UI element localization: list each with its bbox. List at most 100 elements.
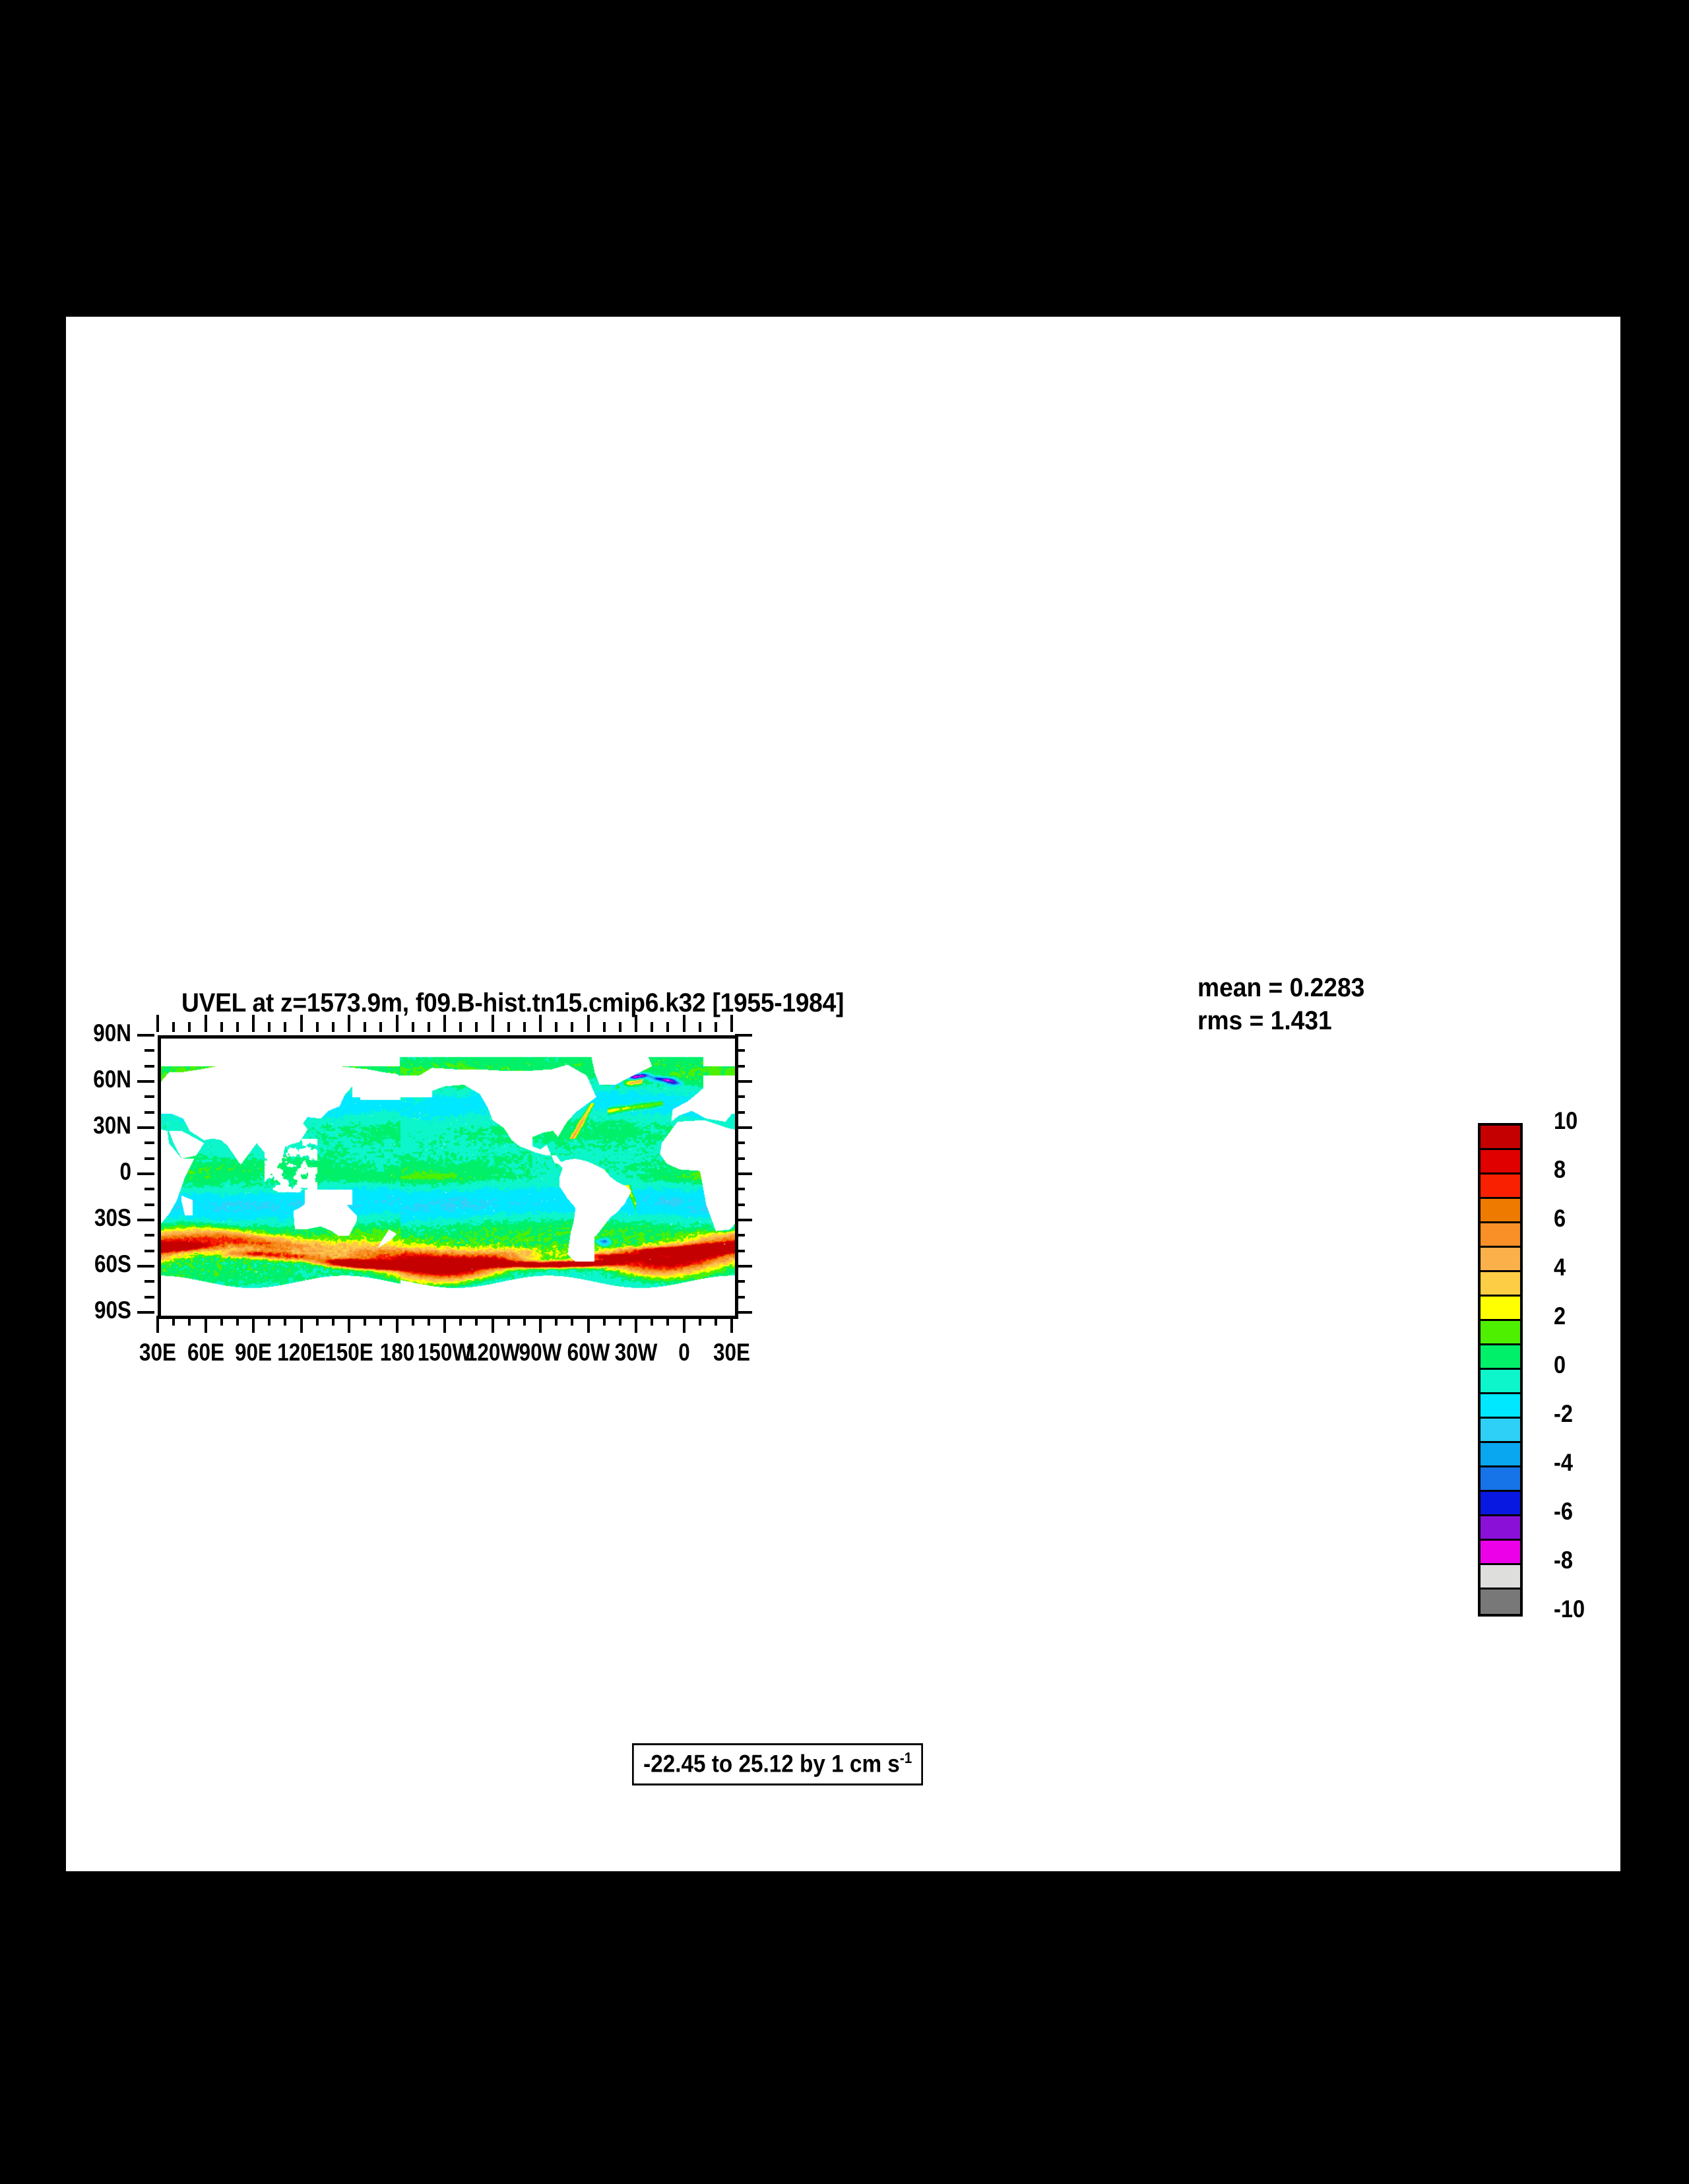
x-minor-tick (618, 1316, 621, 1326)
y-minor-tick (144, 1280, 154, 1283)
y-minor-tick (144, 1234, 154, 1237)
x-axis-label: 60E (187, 1339, 224, 1366)
x-axis-label: 150W (417, 1339, 472, 1366)
y-axis-label: 0 (119, 1158, 131, 1185)
colorbar-band-light-orange (1481, 1248, 1520, 1272)
x-minor-tick-top (698, 1022, 701, 1032)
colorbar-band-magenta (1481, 1541, 1520, 1565)
x-minor-tick (315, 1316, 319, 1326)
y-minor-tick-right (735, 1064, 745, 1068)
x-minor-tick (284, 1316, 287, 1326)
y-axis-label: 60S (94, 1250, 131, 1277)
x-axis-label: 120E (276, 1339, 326, 1366)
map-plot-area (158, 1035, 738, 1319)
x-major-tick-top (730, 1015, 733, 1032)
colorbar-band-gold (1481, 1272, 1520, 1297)
velocity-heatmap-canvas (161, 1039, 735, 1316)
x-axis-label: 30W (614, 1339, 658, 1366)
x-minor-tick-top (268, 1022, 271, 1032)
x-major-tick (443, 1316, 446, 1333)
x-major-tick (587, 1316, 590, 1333)
x-minor-tick (268, 1316, 271, 1326)
x-minor-tick-top (555, 1022, 558, 1032)
x-axis-label: 90W (519, 1339, 562, 1366)
y-minor-tick (144, 1141, 154, 1145)
colorbar-band-yellow (1481, 1297, 1520, 1321)
x-major-tick-top (539, 1015, 542, 1032)
x-major-tick (348, 1316, 350, 1333)
x-major-tick (395, 1316, 398, 1333)
x-major-tick-top (252, 1015, 255, 1032)
x-minor-tick (172, 1316, 175, 1326)
x-minor-tick-top (523, 1022, 526, 1032)
x-minor-tick (220, 1316, 223, 1326)
y-minor-tick-right (735, 1110, 745, 1114)
x-minor-tick (507, 1316, 510, 1326)
x-minor-tick (364, 1316, 367, 1326)
colorbar-band-purple (1481, 1516, 1520, 1541)
figure-page: UVEL at z=1573.9m, f09.B-hist.tn15.cmip6… (66, 317, 1620, 1871)
y-minor-tick (144, 1110, 154, 1114)
ocean-velocity-figure: UVEL at z=1573.9m, f09.B-hist.tn15.cmip6… (66, 317, 1620, 1871)
x-axis-label: 30E (713, 1339, 750, 1366)
y-major-tick (137, 1034, 154, 1037)
x-minor-tick (714, 1316, 717, 1326)
colorbar-band-gray (1481, 1590, 1520, 1614)
x-minor-tick (555, 1316, 558, 1326)
x-axis-label: 60W (567, 1339, 610, 1366)
y-minor-tick-right (735, 1049, 745, 1052)
y-major-tick (137, 1219, 154, 1221)
colorbar-tick-label: 10 (1554, 1107, 1578, 1134)
x-minor-tick-top (651, 1022, 654, 1032)
x-minor-tick-top (459, 1022, 462, 1032)
colorbar (1478, 1123, 1523, 1617)
x-major-tick (491, 1316, 494, 1333)
x-minor-tick-top (236, 1022, 239, 1032)
x-minor-tick-top (618, 1022, 621, 1032)
y-axis-label: 30N (93, 1112, 131, 1139)
y-major-tick-right (735, 1265, 752, 1268)
x-axis-label: 180 (379, 1339, 414, 1366)
x-minor-tick-top (666, 1022, 670, 1032)
y-axis-label: 60N (93, 1066, 131, 1093)
x-major-tick (635, 1316, 637, 1333)
x-major-tick-top (491, 1015, 494, 1032)
x-major-tick-top (156, 1015, 159, 1032)
y-minor-tick (144, 1095, 154, 1099)
y-major-tick-right (735, 1311, 752, 1314)
x-minor-tick (666, 1316, 670, 1326)
y-minor-tick-right (735, 1141, 745, 1145)
colorbar-tick-label: 4 (1554, 1254, 1566, 1281)
y-minor-tick (144, 1049, 154, 1052)
y-axis-label: 30S (94, 1204, 131, 1231)
x-major-tick (682, 1316, 685, 1333)
x-axis-label: 150E (325, 1339, 373, 1366)
y-minor-tick-right (735, 1157, 745, 1160)
x-minor-tick (651, 1316, 654, 1326)
colorbar-band-sky-blue (1481, 1443, 1520, 1467)
x-major-tick-top (443, 1015, 446, 1032)
y-axis-label: 90S (94, 1297, 131, 1324)
colorbar-tick-label: -6 (1554, 1498, 1573, 1525)
x-minor-tick-top (411, 1022, 414, 1032)
x-minor-tick (523, 1316, 526, 1326)
y-major-tick-right (735, 1219, 752, 1221)
colorbar-band-orange (1481, 1223, 1520, 1248)
colorbar-band-bright-green (1481, 1321, 1520, 1345)
y-minor-tick-right (735, 1203, 745, 1206)
colorbar-band-dark-orange (1481, 1199, 1520, 1223)
colorbar-band-dark-blue (1481, 1492, 1520, 1516)
x-axis-label: 0 (678, 1339, 690, 1366)
x-minor-tick (236, 1316, 239, 1326)
x-minor-tick-top (315, 1022, 319, 1032)
range-caption: -22.45 to 25.12 by 1 cm s-1 (632, 1743, 924, 1786)
colorbar-band-blue (1481, 1467, 1520, 1492)
y-major-tick (137, 1126, 154, 1129)
x-minor-tick-top (284, 1022, 287, 1032)
colorbar-band-green (1481, 1345, 1520, 1370)
x-axis-label: 90E (235, 1339, 272, 1366)
colorbar-band-light-gray (1481, 1565, 1520, 1590)
x-major-tick-top (635, 1015, 637, 1032)
caption-exponent: -1 (899, 1749, 912, 1766)
y-major-tick-right (735, 1126, 752, 1129)
